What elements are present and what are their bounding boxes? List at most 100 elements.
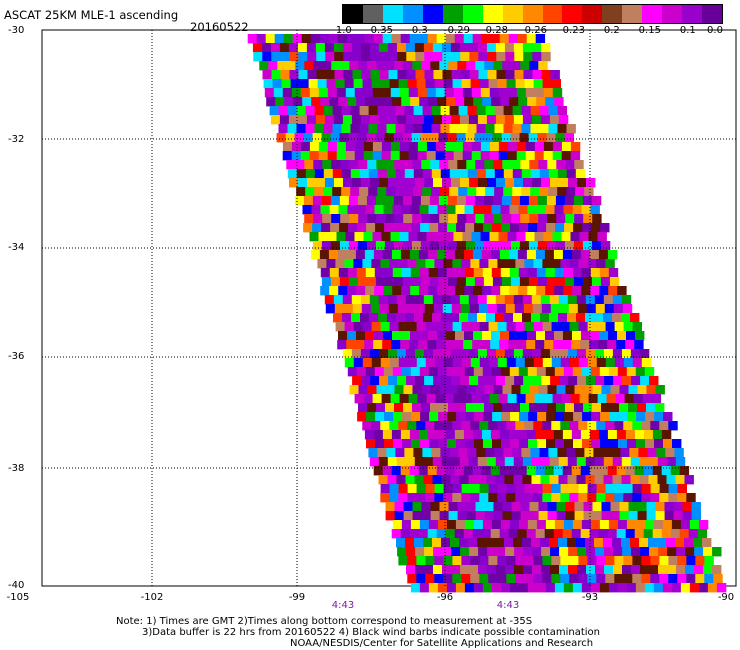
- color-scale-swatch: [502, 5, 523, 23]
- swath-cell: [495, 313, 505, 323]
- swath-cell: [620, 448, 630, 458]
- swath-cell: [550, 178, 560, 188]
- swath-cell: [340, 160, 350, 170]
- swath-cell: [533, 556, 543, 566]
- swath-cell: [357, 196, 368, 206]
- swath-cell: [351, 115, 362, 125]
- swath-cell: [446, 268, 457, 278]
- swath-cell: [507, 88, 518, 98]
- swath-cell: [550, 70, 560, 80]
- swath-cell: [426, 394, 436, 404]
- color-scale-swatch: [602, 5, 623, 23]
- swath-cell: [594, 313, 604, 323]
- swath-cell: [532, 52, 542, 62]
- swath-cell: [556, 511, 566, 521]
- swath-cell: [484, 511, 494, 521]
- swath-cell: [442, 547, 452, 557]
- swath-cell: [501, 223, 511, 233]
- swath-cell: [457, 385, 467, 395]
- swath-cell: [394, 511, 404, 521]
- swath-cell: [674, 448, 684, 458]
- swath-cell: [497, 322, 507, 332]
- swath-cell: [691, 502, 701, 512]
- swath-cell: [432, 457, 443, 467]
- swath-cell: [309, 151, 320, 161]
- swath-cell: [549, 538, 559, 548]
- swath-cell: [343, 304, 354, 314]
- swath-cell: [553, 340, 563, 350]
- swath-cell: [619, 511, 629, 521]
- swath-cell: [369, 115, 380, 125]
- swath-cell: [481, 340, 491, 350]
- swath-cell: [596, 493, 606, 503]
- swath-cell: [313, 214, 323, 224]
- swath-cell: [471, 151, 482, 161]
- swath-cell: [361, 70, 371, 80]
- swath-cell: [599, 268, 610, 278]
- swath-cell: [361, 178, 371, 188]
- swath-cell: [433, 565, 443, 575]
- pass-time-2: 4:43: [496, 600, 520, 611]
- swath-cell: [614, 574, 624, 584]
- swath-cell: [464, 97, 474, 107]
- swath-cell: [375, 277, 386, 287]
- swath-cell: [621, 349, 632, 359]
- swath-cell: [494, 448, 504, 458]
- swath-cell: [289, 52, 299, 62]
- swath-cell: [495, 475, 505, 485]
- swath-cell: [503, 124, 513, 134]
- swath-cell: [300, 88, 311, 98]
- swath-cell: [309, 88, 320, 98]
- swath-cell: [463, 529, 474, 539]
- swath-cell: [412, 160, 422, 170]
- swath-cell: [583, 502, 593, 512]
- swath-cell: [435, 232, 445, 242]
- swath-cell: [414, 115, 425, 125]
- swath-cell: [479, 484, 489, 494]
- swath-cell: [644, 367, 655, 377]
- swath-cell: [531, 349, 542, 359]
- swath-cell: [424, 52, 434, 62]
- swath-cell: [672, 439, 682, 449]
- swath-cell: [688, 529, 699, 539]
- swath-cell: [564, 196, 575, 206]
- swath-cell: [306, 115, 317, 125]
- swath-cell: [403, 502, 413, 512]
- swath-cell: [505, 178, 515, 188]
- swath-cell: [605, 358, 616, 368]
- swath-cell: [417, 232, 427, 242]
- swath-cell: [359, 187, 369, 197]
- swath-cell: [551, 484, 561, 494]
- swath-cell: [650, 484, 660, 494]
- swath-cell: [684, 475, 694, 485]
- swath-cell: [448, 61, 458, 71]
- swath-cell: [535, 466, 546, 476]
- swath-cell: [495, 43, 506, 53]
- swath-cell: [535, 250, 546, 260]
- swath-cell: [259, 61, 269, 71]
- swath-cell: [556, 385, 566, 395]
- swath-cell: [470, 322, 480, 332]
- swath-cell: [412, 403, 422, 413]
- swath-cell: [385, 502, 395, 512]
- swath-cell: [352, 304, 363, 314]
- swath-cell: [617, 367, 628, 377]
- swath-cell: [469, 565, 479, 575]
- swath-cell: [522, 115, 533, 125]
- swath-cell: [500, 331, 510, 341]
- swath-cell: [564, 277, 575, 287]
- swath-cell: [423, 313, 433, 323]
- swath-cell: [434, 259, 444, 269]
- swath-cell: [591, 241, 602, 251]
- swath-cell: [416, 493, 426, 503]
- swath-cell: [491, 331, 501, 341]
- swath-cell: [384, 133, 394, 143]
- swath-cell: [298, 70, 308, 80]
- swath-cell: [400, 430, 411, 440]
- swath-cell: [536, 367, 547, 377]
- swath-cell: [607, 250, 618, 260]
- swath-cell: [632, 574, 642, 584]
- swath-cell: [596, 421, 606, 431]
- swath-cell: [386, 124, 396, 134]
- swath-cell: [616, 529, 627, 539]
